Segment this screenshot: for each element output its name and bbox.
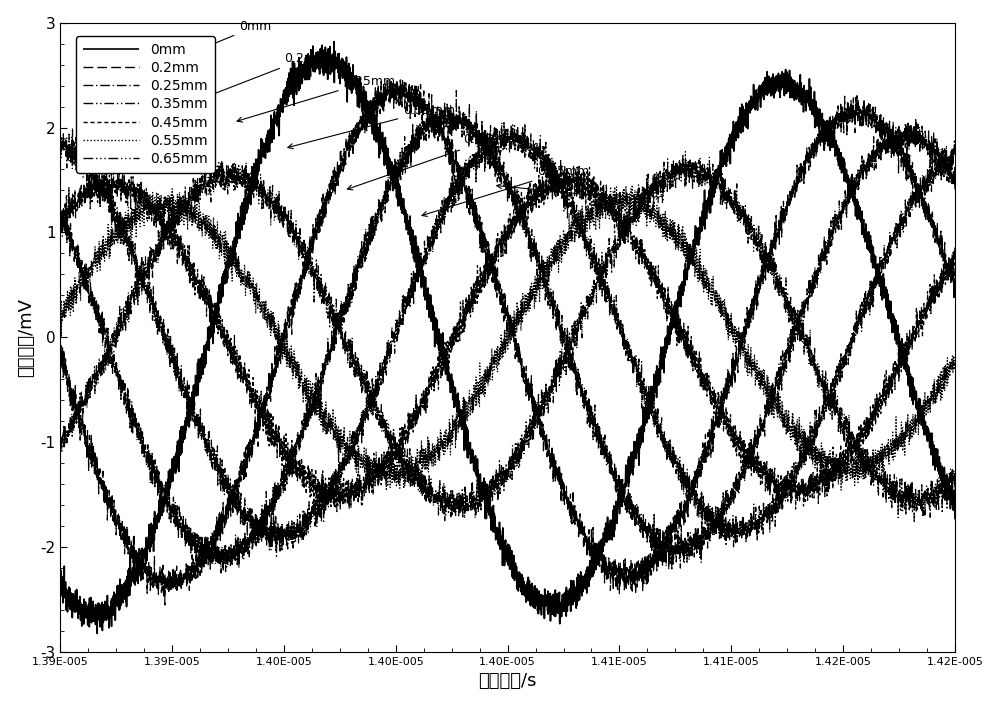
Text: 0.65mm: 0.65mm bbox=[497, 184, 664, 206]
Y-axis label: 信号幅値/mV: 信号幅値/mV bbox=[17, 298, 35, 377]
Text: 0.45mm: 0.45mm bbox=[347, 134, 515, 190]
Text: 0.55mm: 0.55mm bbox=[422, 165, 590, 216]
Text: 0.2mm: 0.2mm bbox=[198, 52, 328, 100]
Text: 0.25mm: 0.25mm bbox=[237, 75, 396, 122]
Text: 0mm: 0mm bbox=[154, 21, 271, 69]
Legend: 0mm, 0.2mm, 0.25mm, 0.35mm, 0.45mm, 0.55mm, 0.65mm: 0mm, 0.2mm, 0.25mm, 0.35mm, 0.45mm, 0.55… bbox=[76, 36, 215, 173]
Text: 0.35mm: 0.35mm bbox=[288, 104, 455, 148]
X-axis label: 传播时间/s: 传播时间/s bbox=[478, 672, 537, 690]
